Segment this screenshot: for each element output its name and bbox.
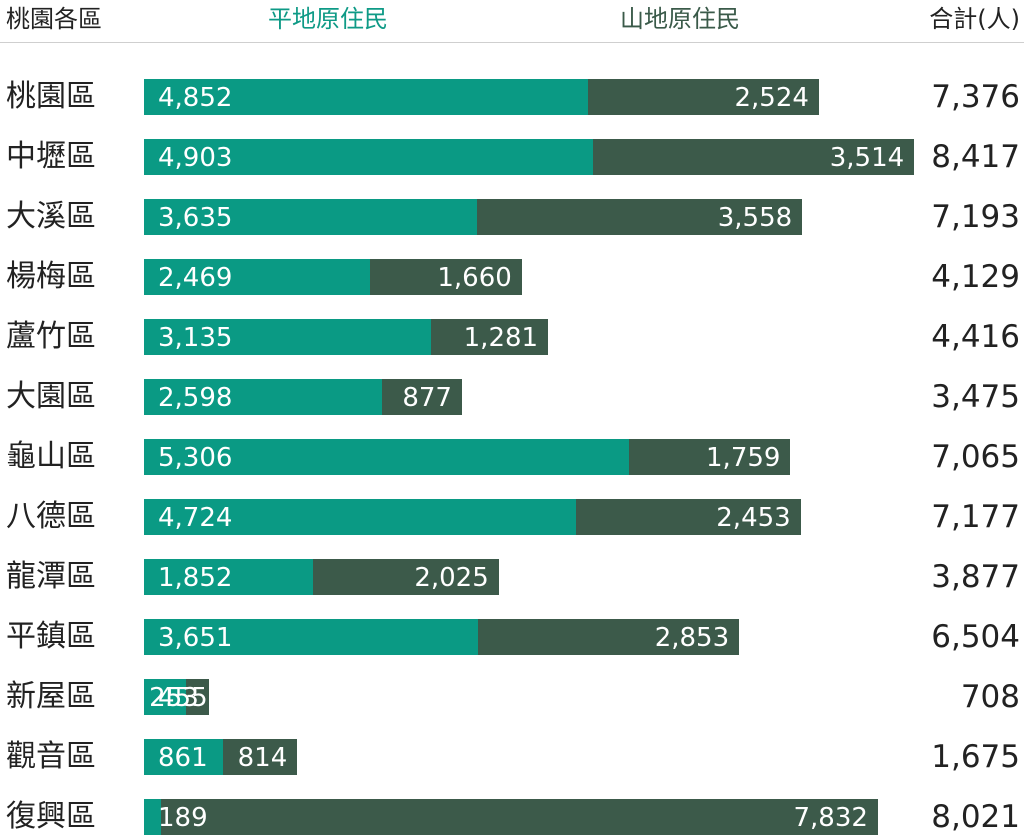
mountain-aboriginal-bar xyxy=(592,139,915,175)
row-total: 3,475 xyxy=(931,379,1020,415)
row-total: 4,129 xyxy=(931,259,1020,295)
row-total: 7,376 xyxy=(931,79,1020,115)
plain-aboriginal-bar xyxy=(144,799,162,835)
chart-row: 龜山區 5,306 1,759 7,065 xyxy=(0,439,1024,475)
row-total: 6,504 xyxy=(931,619,1020,655)
mountain-aboriginal-bar xyxy=(430,319,549,355)
region-label: 觀音區 xyxy=(6,739,96,774)
mountain-aboriginal-legend: 山地原住民 xyxy=(620,5,740,33)
table-header: 桃園各區 平地原住民 山地原住民 合計(人) xyxy=(0,0,1024,42)
row-total: 7,065 xyxy=(931,439,1020,475)
mountain-value-label: 2,853 xyxy=(654,623,730,653)
plain-aboriginal-bar xyxy=(144,739,223,775)
mountain-value-label: 3,514 xyxy=(829,143,905,173)
chart-row: 平鎮區 3,651 2,853 6,504 xyxy=(0,619,1024,655)
plain-value-label: 4,724 xyxy=(158,503,233,533)
region-label: 桃園區 xyxy=(6,79,96,114)
chart-row: 新屋區 455 253 708 xyxy=(0,679,1024,715)
mountain-value-label: 253 xyxy=(149,683,199,713)
region-label: 復興區 xyxy=(6,799,96,834)
mountain-aboriginal-bar xyxy=(576,499,801,535)
row-total: 7,177 xyxy=(931,499,1020,535)
mountain-aboriginal-bar xyxy=(478,619,740,655)
region-label: 新屋區 xyxy=(6,679,96,714)
plain-value-label: 3,635 xyxy=(158,203,233,233)
mountain-aboriginal-bar xyxy=(381,379,462,415)
header-divider xyxy=(0,42,1024,43)
mountain-aboriginal-bar xyxy=(369,259,522,295)
mountain-aboriginal-bar xyxy=(185,679,209,715)
chart-row: 桃園區 4,852 2,524 7,376 xyxy=(0,79,1024,115)
mountain-value-label: 2,025 xyxy=(414,563,489,593)
plain-value-label: 4,903 xyxy=(158,143,233,173)
region-label: 中壢區 xyxy=(6,139,96,174)
chart-row: 楊梅區 2,469 1,660 4,129 xyxy=(0,259,1024,295)
mountain-aboriginal-bar xyxy=(161,799,878,835)
plain-value-label: 2,469 xyxy=(158,263,233,293)
chart-row: 龍潭區 1,852 2,025 3,877 xyxy=(0,559,1024,595)
plain-value-label: 3,651 xyxy=(158,623,233,653)
plain-aboriginal-bar xyxy=(144,619,479,655)
chart-row: 八德區 4,724 2,453 7,177 xyxy=(0,499,1024,535)
mountain-aboriginal-bar xyxy=(313,559,499,595)
region-column-header: 桃園各區 xyxy=(6,5,102,33)
region-label: 大園區 xyxy=(6,379,96,414)
plain-value-label: 3,135 xyxy=(158,323,233,353)
mountain-value-label: 1,281 xyxy=(463,323,539,353)
mountain-value-label: 877 xyxy=(402,383,452,413)
plain-aboriginal-legend: 平地原住民 xyxy=(268,5,388,33)
region-label: 蘆竹區 xyxy=(6,319,96,354)
plain-aboriginal-bar xyxy=(144,499,577,535)
mountain-aboriginal-bar xyxy=(476,199,803,235)
row-total: 8,021 xyxy=(931,799,1020,835)
mountain-value-label: 7,832 xyxy=(793,803,868,833)
plain-aboriginal-bar xyxy=(144,199,477,235)
region-label: 平鎮區 xyxy=(6,619,96,654)
chart-row: 蘆竹區 3,135 1,281 4,416 xyxy=(0,319,1024,355)
plain-aboriginal-bar xyxy=(144,379,382,415)
mountain-aboriginal-bar xyxy=(222,739,298,775)
plain-value-label: 5,306 xyxy=(158,443,233,473)
mountain-value-label: 2,524 xyxy=(734,83,809,113)
plain-aboriginal-bar xyxy=(144,439,630,475)
plain-aboriginal-bar xyxy=(144,259,370,295)
row-total: 7,193 xyxy=(931,199,1020,235)
region-label: 龜山區 xyxy=(6,439,96,474)
plain-aboriginal-bar xyxy=(144,139,593,175)
row-total: 4,416 xyxy=(931,319,1020,355)
chart-row: 復興區 189 7,832 8,021 xyxy=(0,799,1024,835)
region-label: 龍潭區 xyxy=(6,559,96,594)
row-total: 3,877 xyxy=(931,559,1020,595)
region-label: 八德區 xyxy=(6,499,96,534)
row-total: 708 xyxy=(960,679,1020,715)
mountain-value-label: 1,759 xyxy=(706,443,781,473)
plain-value-label: 861 xyxy=(158,743,208,773)
plain-aboriginal-bar xyxy=(144,319,431,355)
mountain-value-label: 1,660 xyxy=(437,263,512,293)
chart-row: 大園區 2,598 877 3,475 xyxy=(0,379,1024,415)
plain-aboriginal-bar xyxy=(144,79,588,115)
mountain-value-label: 2,453 xyxy=(716,503,791,533)
plain-value-label: 189 xyxy=(158,803,208,833)
chart-row: 中壢區 4,903 3,514 8,417 xyxy=(0,139,1024,175)
region-label: 大溪區 xyxy=(6,199,96,234)
plain-value-label: 4,852 xyxy=(158,83,233,113)
row-total: 8,417 xyxy=(931,139,1020,175)
mountain-value-label: 814 xyxy=(237,743,288,773)
plain-value-label: 455 xyxy=(158,683,208,713)
region-label: 楊梅區 xyxy=(6,259,96,294)
chart-row: 大溪區 3,635 3,558 7,193 xyxy=(0,199,1024,235)
mountain-aboriginal-bar xyxy=(629,439,791,475)
chart-row: 觀音區 861 814 1,675 xyxy=(0,739,1024,775)
row-total: 1,675 xyxy=(931,739,1020,775)
plain-value-label: 1,852 xyxy=(158,563,233,593)
mountain-aboriginal-bar xyxy=(587,79,819,115)
plain-aboriginal-bar xyxy=(144,679,186,715)
mountain-value-label: 3,558 xyxy=(717,203,793,233)
plain-aboriginal-bar xyxy=(144,559,314,595)
total-column-header: 合計(人) xyxy=(929,5,1020,33)
plain-value-label: 2,598 xyxy=(158,383,233,413)
